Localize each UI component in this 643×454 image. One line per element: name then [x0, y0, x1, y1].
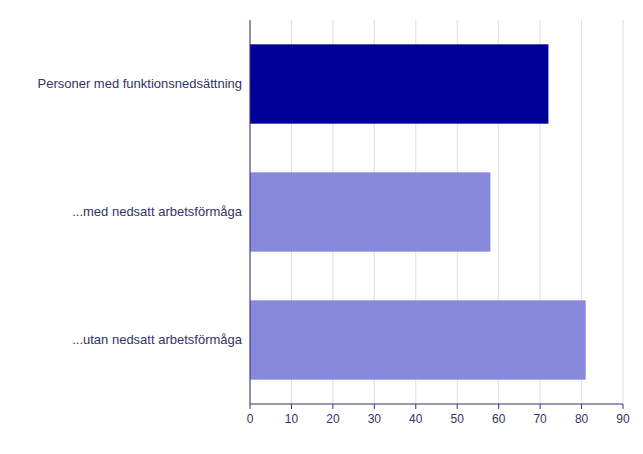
grid-line [623, 20, 624, 404]
tick-mark [374, 404, 375, 409]
grid-line [250, 20, 251, 404]
x-axis: 0 10 20 30 40 50 60 70 80 90 [247, 404, 630, 426]
y-axis-line [250, 20, 251, 404]
tick-label: 90 [616, 412, 630, 426]
tick-label: 10 [285, 412, 299, 426]
chart-svg: 0 10 20 30 40 50 60 70 80 90 ...utan nedsatt arbet… [0, 0, 643, 454]
tick-label: 60 [492, 412, 506, 426]
x-axis-line [250, 404, 623, 405]
tick-mark [540, 404, 541, 409]
tick-label: 80 [575, 412, 589, 426]
bar [250, 300, 586, 379]
category-label: ...med nedsatt arbetsförmåga [72, 204, 243, 219]
category-label: Personer med funktionsnedsättning [37, 76, 242, 91]
grid [250, 20, 623, 404]
tick-mark [250, 404, 251, 409]
tick-mark [623, 404, 624, 409]
tick-label: 0 [247, 412, 254, 426]
y-axis: ...utan nedsatt arbetsförmåga ...med neds… [37, 76, 242, 347]
tick-mark [415, 404, 416, 409]
tick-mark [332, 404, 333, 409]
tick-mark [291, 404, 292, 409]
tick-mark [581, 404, 582, 409]
tick-label: 70 [533, 412, 547, 426]
tick-label: 30 [368, 412, 382, 426]
tick-label: 20 [326, 412, 340, 426]
tick-mark [498, 404, 499, 409]
tick-mark [457, 404, 458, 409]
tick-label: 50 [451, 412, 465, 426]
tick-label: 40 [409, 412, 423, 426]
bar [250, 172, 490, 251]
chart-container: 0 10 20 30 40 50 60 70 80 90 ...utan nedsatt arbet… [0, 0, 643, 454]
category-label: ...utan nedsatt arbetsförmåga [72, 332, 243, 347]
bar [250, 44, 548, 123]
bars [250, 44, 586, 379]
